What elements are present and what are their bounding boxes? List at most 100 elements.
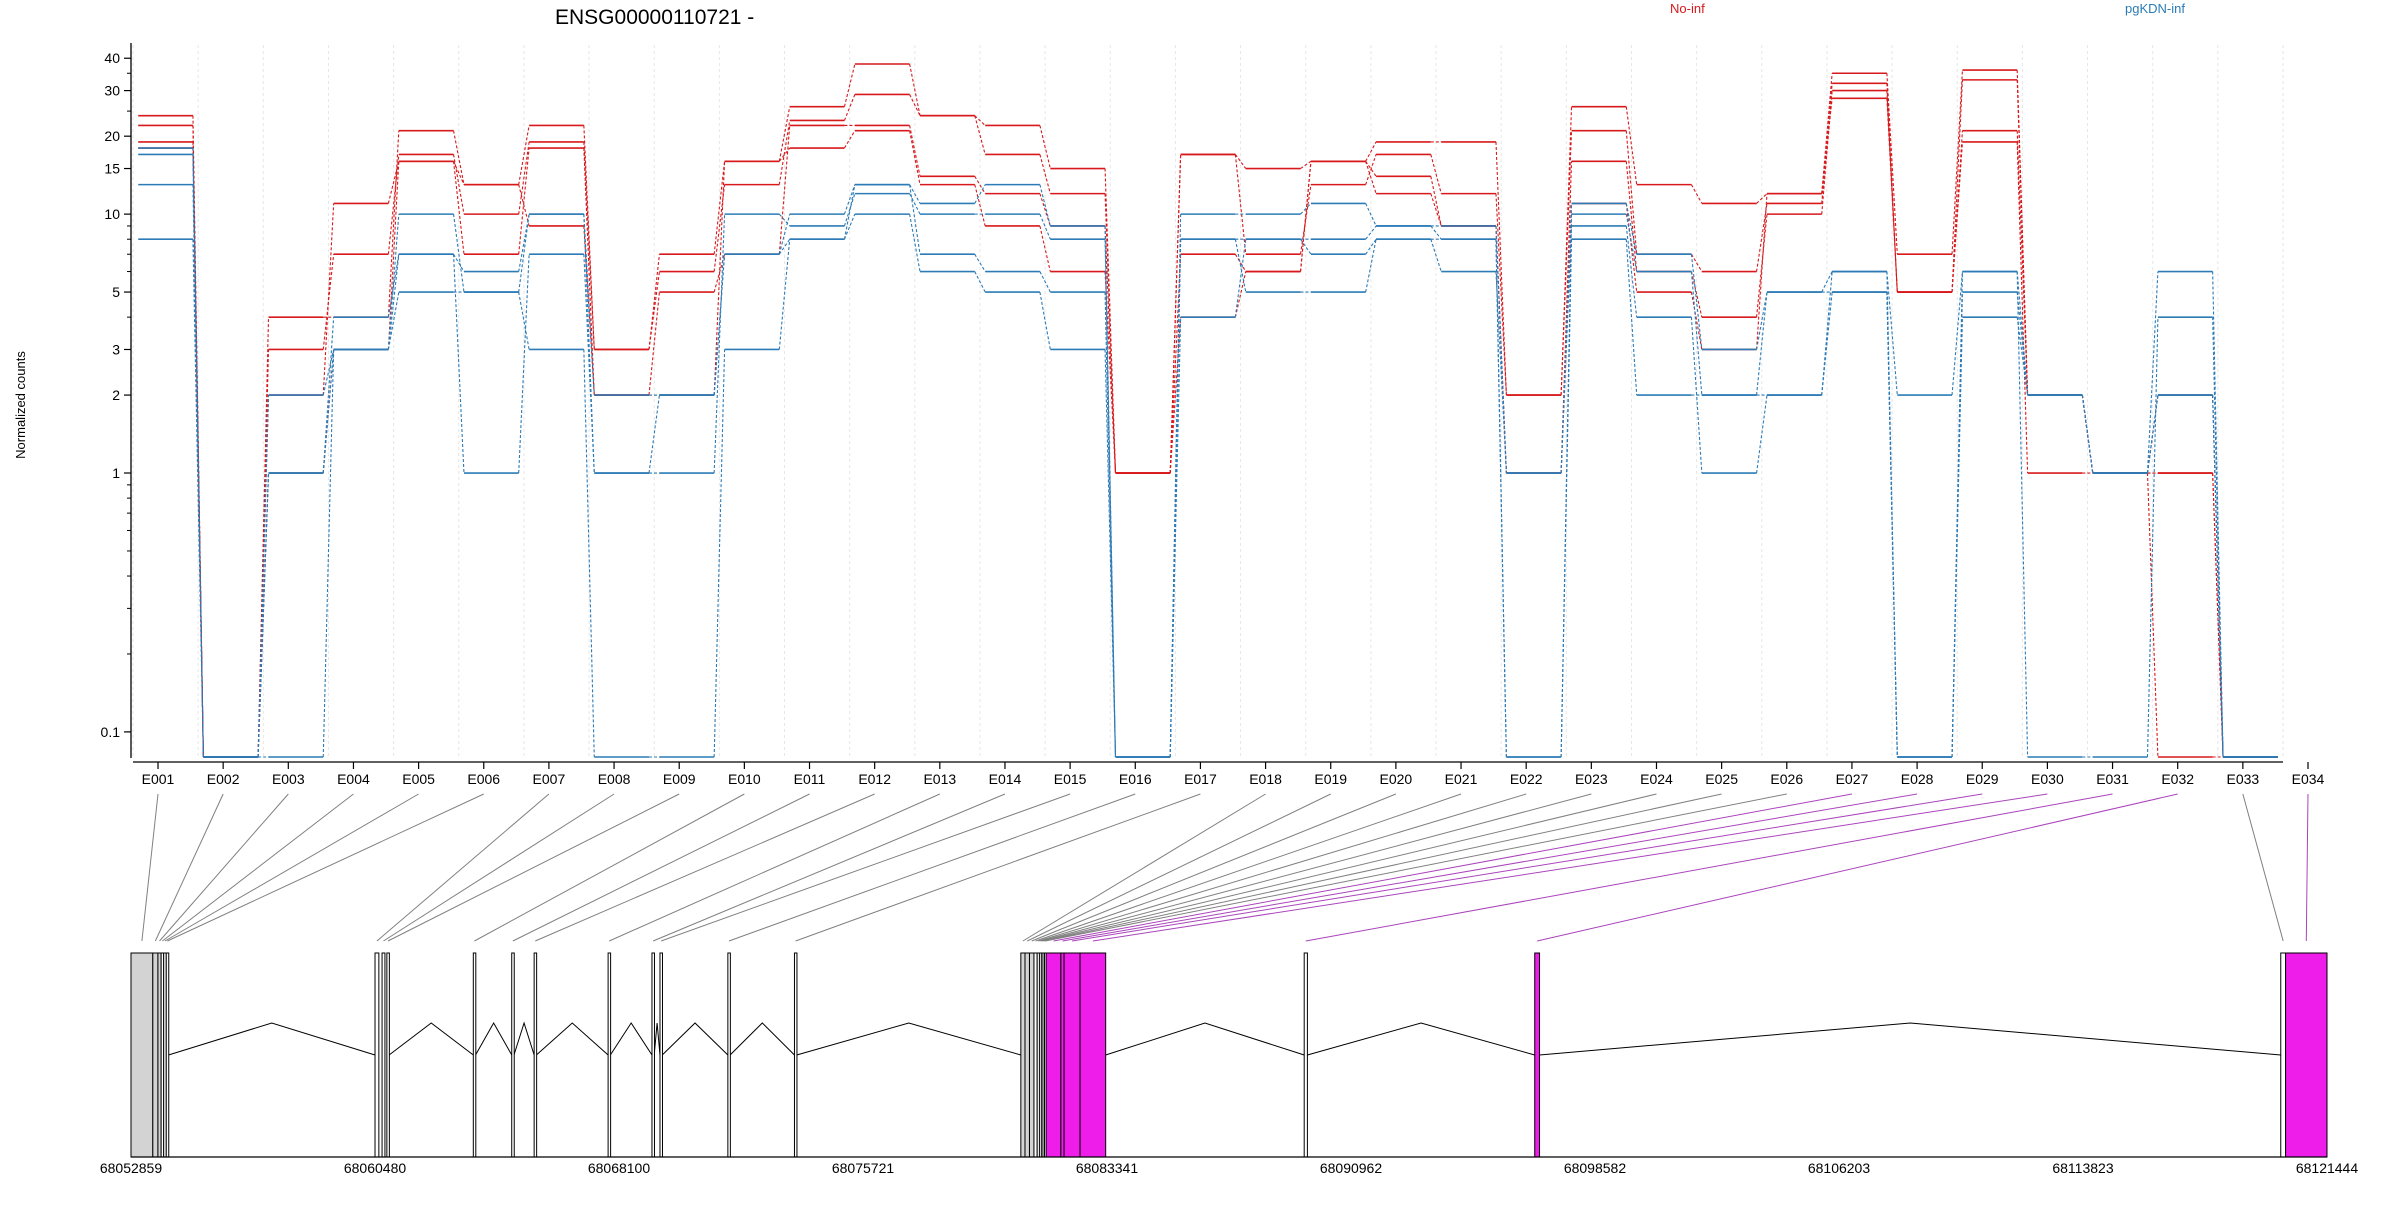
series-No-inf-1-connector-5 [453, 130, 465, 185]
exon-link-E012 [535, 793, 875, 942]
x-tick-label-E026: E026 [1770, 771, 1803, 787]
x-tick-label-E001: E001 [142, 771, 175, 787]
series-No-inf-2-connector-16 [1169, 154, 1182, 474]
exon-box-E011 [511, 952, 515, 1158]
exon-box-E007 [374, 952, 380, 1158]
series-pgKDN-inf-8-connector-30 [2081, 395, 2094, 474]
exon-link-E017 [795, 793, 1201, 942]
series-No-inf-1-connector-17 [1234, 154, 1247, 169]
series-pgKDN-inf-7-connector-13 [974, 253, 986, 272]
exon-link-E021 [1035, 793, 1462, 942]
y-tick-label-40: 40 [104, 50, 120, 66]
series-pgKDN-inf-7-connector-26 [1821, 291, 1833, 396]
gene-axis-label-68083341: 68083341 [1076, 1160, 1139, 1176]
series-No-inf-2-connector-3 [322, 254, 335, 350]
series-pgKDN-inf-8-connector-22 [1560, 239, 1573, 758]
intron-E013-E014 [609, 1022, 653, 1056]
exon-link-E011 [512, 793, 810, 942]
series-pgKDN-inf-7-connector-8 [648, 395, 660, 474]
series-pgKDN-inf-8-connector-32 [2212, 395, 2224, 758]
series-No-inf-4-connector-9 [713, 161, 726, 396]
series-No-inf-3-connector-8 [648, 291, 660, 396]
exon-box-E012 [533, 952, 538, 1158]
x-tick-label-E031: E031 [2096, 771, 2129, 787]
series-No-inf-4-connector-11 [843, 130, 856, 149]
series-No-inf-2-connector-10 [778, 120, 791, 185]
series-pgKDN-inf-6-connector-32 [2212, 317, 2224, 758]
series-No-inf-4-connector-6 [518, 184, 530, 227]
exon-link-E025 [1043, 793, 1722, 942]
series-No-inf-4-connector-14 [1039, 225, 1051, 272]
series-No-inf-2-connector-6 [518, 141, 530, 215]
series-No-inf-3-connector-26 [1821, 90, 1833, 215]
intron-E030-E031 [1105, 1022, 1305, 1056]
series-No-inf-2-connector-17 [1234, 154, 1247, 255]
series-pgKDN-inf-7-connector-10 [778, 238, 791, 255]
exon-link-E031 [1305, 793, 2113, 942]
x-tick-label-E015: E015 [1054, 771, 1087, 787]
series-pgKDN-inf-8-connector-23 [1625, 239, 1638, 396]
series-pgKDN-inf-8-connector-21 [1495, 239, 1507, 758]
series-pgKDN-inf-8 [138, 213, 2278, 758]
exon-link-E006 [167, 793, 484, 942]
series-pgKDN-inf-8-connector-27 [1886, 292, 1898, 758]
axes-layer: 0.1 1 2 3 5 10 15 20 30 40 E001 E002 E003 E004 E005 E00… [101, 43, 2325, 787]
series-No-inf-1-connector-2 [257, 317, 270, 758]
series-pgKDN-inf-7-connector-17 [1234, 239, 1247, 318]
series-pgKDN-inf-5-connector-5 [453, 253, 465, 272]
exon-link-E007 [376, 793, 550, 942]
series-pgKDN-inf-6-connector-3 [322, 349, 335, 396]
exon-box-E029 [1063, 952, 1081, 1158]
series-No-inf-3-connector-7 [583, 148, 595, 396]
series-No-inf-3-connector-19 [1365, 160, 1377, 177]
chart-title: ENSG00000110721 - [555, 6, 754, 29]
gene-axis-label-68060480: 68060480 [344, 1160, 407, 1176]
series-pgKDN-inf-8-connector-29 [2016, 317, 2029, 396]
series-pgKDN-inf-5-connector-11 [843, 184, 856, 215]
series-No-inf-1-connector-22 [1560, 106, 1573, 396]
series-pgKDN-inf-7-connector-23 [1625, 225, 1638, 318]
series-No-inf-2-connector-24 [1690, 253, 1703, 272]
series-No-inf-1-connector-19 [1365, 141, 1377, 162]
gene-axis-label-68075721: 68075721 [832, 1160, 895, 1176]
series-No-inf-2-connector-5 [453, 154, 465, 215]
series-pgKDN-inf-8-connector-28 [1951, 317, 1964, 758]
series-No-inf-2-connector-12 [909, 94, 921, 116]
series-pgKDN-inf-6-connector-9 [713, 214, 726, 474]
exon-box-E010 [472, 952, 477, 1158]
series-pgKDN-inf-7-connector-22 [1560, 225, 1573, 474]
y-tick-label-20: 20 [104, 128, 120, 144]
series-pgKDN-inf-7-connector-21 [1495, 271, 1507, 474]
series-pgKDN-inf-7-connector-19 [1365, 238, 1377, 255]
series-pgKDN-inf-8-connector-15 [1104, 349, 1117, 758]
series-No-inf-1-connector-28 [1951, 70, 1964, 255]
y-axis-label: Normalized counts [13, 351, 28, 459]
series-pgKDN-inf-5-connector-26 [1821, 271, 1833, 293]
series-No-inf-2-connector-4 [387, 154, 400, 255]
series-No-inf-4-connector-27 [1886, 98, 1898, 293]
exon-link-E004 [162, 793, 354, 942]
series-pgKDN-inf-7-connector-14 [1039, 271, 1051, 293]
series-pgKDN-inf-6-connector-4 [387, 214, 400, 350]
series-pgKDN-inf-7-connector-18 [1300, 238, 1312, 255]
exon-link-E032 [1537, 793, 2178, 942]
x-tick-label-E034: E034 [2292, 771, 2325, 787]
series-pgKDN-inf-5-connector-24 [1690, 254, 1703, 350]
intron-E012-E013 [536, 1022, 609, 1056]
x-tick-label-E009: E009 [663, 771, 696, 787]
series-pgKDN-inf-5-connector-18 [1300, 203, 1312, 215]
series-pgKDN-inf-5-connector-29 [2016, 271, 2029, 396]
series-No-inf-4-connector-19 [1365, 161, 1377, 194]
x-tick-label-E003: E003 [272, 771, 305, 787]
exon-link-E029 [1071, 793, 1983, 942]
series-No-inf-4-connector-10 [778, 147, 791, 162]
exon-box-E019 [1024, 952, 1030, 1158]
series-pgKDN-inf-7-connector-9 [713, 254, 726, 396]
exon-box-E015 [659, 952, 663, 1158]
exon-box-E008 [381, 952, 386, 1158]
exon-box-E013 [607, 952, 612, 1158]
series-pgKDN-inf-8-connector-31 [2146, 395, 2159, 474]
exon-link-E001 [141, 793, 159, 942]
exon-box-E033 [2280, 952, 2287, 1158]
